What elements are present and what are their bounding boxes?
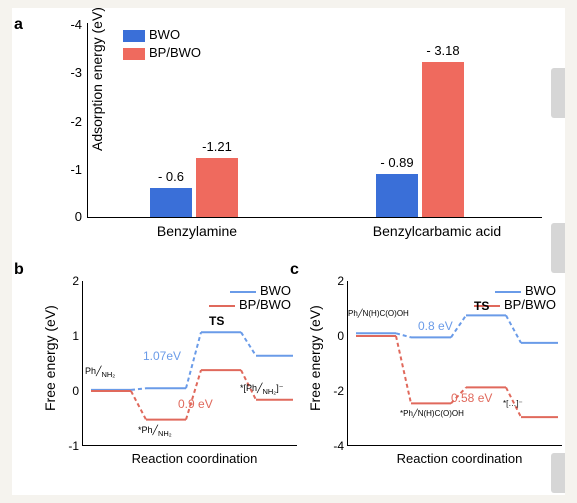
species-left: Ph╱NH₂ xyxy=(85,366,115,379)
chart-c-xlabel: Reaction coordination xyxy=(337,451,577,466)
ytick-label: -1 xyxy=(52,162,82,177)
bar-bwo-benzylamine xyxy=(150,188,192,217)
chart-a: Adsorption energy (eV) 0 -1 -2 -3 -4 BWO… xyxy=(72,23,542,238)
chart-b: Free energy (eV) -1 0 1 2 BWO BP/BWO xyxy=(52,273,297,478)
legend-item-bwo: BWO xyxy=(123,27,180,42)
ts-label: TS xyxy=(209,314,224,328)
ytick-label: -4 xyxy=(52,17,82,32)
ytick-label: 0 xyxy=(57,384,79,398)
ytick-label: -2 xyxy=(322,384,344,398)
figure-container: a Adsorption energy (eV) 0 -1 -2 -3 -4 B… xyxy=(12,8,565,495)
panel-c-label: c xyxy=(290,261,299,279)
ts-label: TS xyxy=(474,299,489,313)
bar-bpbwo-benzylamine xyxy=(196,158,238,217)
legend-label: BP/BWO xyxy=(149,45,201,60)
side-tab xyxy=(551,223,565,273)
chart-b-ylabel: Free energy (eV) xyxy=(42,305,58,411)
barrier-bwo-label: 0.8 eV xyxy=(418,319,453,333)
species-mid: *Ph╱NH₂ xyxy=(138,425,172,438)
bar-label: - 0.6 xyxy=(142,169,200,184)
bar-bwo-benzylcarbamic xyxy=(376,174,418,217)
chart-c-ylabel: Free energy (eV) xyxy=(307,305,323,411)
xtick-label: Benzylcarbamic acid xyxy=(342,223,532,239)
species-right: *[…]⁻ xyxy=(503,399,523,408)
bar-bpbwo-benzylcarbamic xyxy=(422,62,464,217)
side-tab xyxy=(551,68,565,118)
legend-swatch-bpbwo xyxy=(123,48,145,60)
energy-diagram-svg xyxy=(83,281,298,446)
bar-label: - 0.89 xyxy=(366,155,428,170)
chart-c-plot: -4 -2 0 2 BWO BP/BWO xyxy=(347,281,562,446)
chart-c: Free energy (eV) -4 -2 0 2 BWO BP/BWO xyxy=(317,273,562,478)
species-right: *[Ph╱NH₂]⁻ xyxy=(240,383,283,396)
ytick-label: -3 xyxy=(52,65,82,80)
chart-b-xlabel: Reaction coordination xyxy=(72,451,317,466)
panel-a-label: a xyxy=(14,16,23,34)
ytick-label: -2 xyxy=(52,114,82,129)
legend-swatch-bwo xyxy=(123,30,145,42)
panel-b-label: b xyxy=(14,261,24,279)
energy-diagram-svg xyxy=(348,281,563,446)
barrier-bpbwo-label: 0.9 eV xyxy=(178,397,213,411)
species-left: Ph╱N(H)C(O)OH xyxy=(348,309,409,318)
ytick-label: 2 xyxy=(57,274,79,288)
species-mid: *Ph╱N(H)C(O)OH xyxy=(400,409,464,418)
chart-a-plot: 0 -1 -2 -3 -4 BWO BP/BWO - 0.6 -1.21 - 0… xyxy=(87,23,542,218)
barrier-bwo-label: 1.07eV xyxy=(143,349,181,363)
ytick-label: 2 xyxy=(322,274,344,288)
bar-label: - 3.18 xyxy=(412,43,474,58)
bar-label: -1.21 xyxy=(188,139,246,154)
ytick-label: 0 xyxy=(322,329,344,343)
legend-item-bpbwo: BP/BWO xyxy=(123,45,201,60)
legend-label: BWO xyxy=(149,27,180,42)
chart-b-plot: -1 0 1 2 BWO BP/BWO xyxy=(82,281,297,446)
xtick-label: Benzylamine xyxy=(122,223,272,239)
barrier-bpbwo-label: 0.58 eV xyxy=(451,391,492,405)
ytick-label: 1 xyxy=(57,329,79,343)
ytick-label: 0 xyxy=(52,209,82,224)
